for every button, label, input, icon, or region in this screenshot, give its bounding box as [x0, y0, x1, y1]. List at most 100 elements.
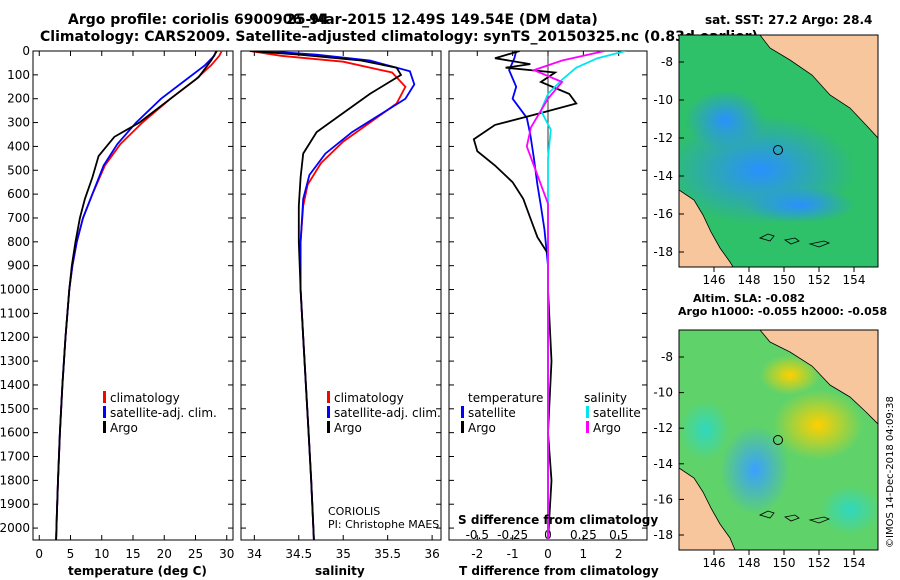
legend-swatch-argo: [327, 421, 330, 433]
difference-x-label: T difference from climatology: [459, 564, 659, 578]
temperature-legend: climatology satellite-adj. clim. Argo: [103, 391, 217, 435]
sla-map-title2: Argo h1000: -0.055 h2000: -0.058: [678, 305, 887, 318]
depth-tick-label: 600: [7, 187, 30, 201]
depth-tick-label: 200: [7, 92, 30, 106]
salinity-legend: climatology satellite-adj. clim. Argo: [327, 391, 441, 435]
sla-map-title1: Altim. SLA: -0.082: [693, 292, 805, 305]
land-australia: [679, 467, 736, 550]
salinity-x-label: salinity: [315, 564, 365, 578]
legend-label-argo: Argo: [110, 421, 138, 435]
lat-tick-label: -18: [653, 528, 673, 542]
legend-swatch-climatology: [327, 391, 330, 403]
depth-tick-label: 300: [7, 116, 30, 130]
series-line-climatology: [55, 51, 223, 540]
depth-tick-label: 400: [7, 139, 30, 153]
credit-line1: CORIOLIS: [328, 505, 380, 518]
legend-swatch-s-argo: [586, 421, 589, 433]
lon-tick-label: 152: [808, 556, 831, 570]
lon-tick-label: 148: [738, 273, 761, 287]
depth-tick-label: 1100: [0, 306, 30, 320]
lon-tick-label: 150: [773, 556, 796, 570]
lat-tick-label: -12: [653, 421, 673, 435]
legend-label-satellite: satellite-adj. clim.: [110, 406, 217, 420]
s-tick-label: 0.25: [570, 528, 597, 542]
series-line-argo: [55, 51, 218, 540]
x-tick-label: 34.5: [285, 547, 312, 561]
lat-tick-label: -10: [653, 386, 673, 400]
difference-series: [472, 51, 627, 540]
x-tick-label: 10: [94, 547, 109, 561]
lat-tick-label: -14: [653, 457, 673, 471]
depth-tick-label: 1300: [0, 354, 30, 368]
lat-tick-label: -16: [653, 207, 673, 221]
sst-map-lat-axis: -8 -10 -12 -14 -16 -18: [653, 55, 684, 259]
depth-tick-label: 1600: [0, 426, 30, 440]
legend-label-climatology: climatology: [334, 391, 404, 405]
footer-timestamp: ©IMOS 14-Dec-2018 04:09:38: [885, 396, 896, 548]
x-tick-label: 34: [247, 547, 262, 561]
legend-swatch-s-satellite: [586, 406, 589, 418]
islands: [758, 233, 831, 248]
lat-tick-label: -8: [661, 55, 673, 69]
series-line-t-satellite: [508, 51, 549, 540]
x-tick-label: 35.5: [374, 547, 401, 561]
s-tick-label: -0.25: [497, 528, 528, 542]
x-tick-label: 36: [424, 547, 439, 561]
sla-low-anomaly: [720, 425, 790, 515]
series-line-satellite-adj-clim-: [263, 51, 416, 540]
legend-label-t-satellite: satellite: [468, 406, 516, 420]
legend-swatch-satellite: [327, 406, 330, 418]
x-tick-label: 0: [544, 547, 552, 561]
legend-swatch-satellite: [103, 406, 106, 418]
x-tick-label: 25: [188, 547, 203, 561]
lon-tick-label: 154: [843, 556, 866, 570]
land-australia: [679, 189, 734, 267]
land-new-guinea: [679, 330, 878, 425]
sst-map-title: sat. SST: 27.2 Argo: 28.4: [705, 13, 872, 27]
x-tick-label: 35: [336, 547, 351, 561]
legend-head-salinity: salinity: [584, 391, 627, 405]
depth-tick-label: 1400: [0, 378, 30, 392]
sla-high-anomaly: [760, 355, 820, 395]
lon-tick-label: 146: [703, 273, 726, 287]
header-title-line1: Argo profile: coriolis 6900906_94: [68, 12, 329, 28]
sla-map-frame: [678, 329, 879, 551]
x-tick-label: 5: [67, 547, 75, 561]
legend-swatch-t-argo: [461, 421, 464, 433]
sst-map: [679, 35, 878, 267]
lat-tick-label: -12: [653, 131, 673, 145]
series-line-s-satellite: [539, 51, 627, 540]
x-tick-label: 1: [580, 547, 588, 561]
sla-map: [679, 330, 878, 550]
sst-cool-patch: [745, 187, 855, 223]
s-difference-label: S difference from climatology: [458, 513, 658, 527]
lat-tick-label: -10: [653, 93, 673, 107]
legend-swatch-t-satellite: [461, 406, 464, 418]
x-tick-label: -1: [507, 547, 519, 561]
legend-head-temperature: temperature: [468, 391, 543, 405]
sla-map-lat-axis: -8 -10 -12 -14 -16 -18: [653, 350, 684, 542]
header-title-date: 25-Mar-2015 12.49S 149.54E (DM data): [286, 12, 598, 28]
lat-tick-label: -14: [653, 169, 673, 183]
salinity-panel-frame: [240, 50, 442, 541]
legend-label-t-argo: Argo: [468, 421, 496, 435]
temperature-panel-frame: [32, 50, 234, 541]
temperature-x-label: temperature (deg C): [68, 564, 207, 578]
x-tick-label: 20: [157, 547, 172, 561]
salinity-x-axis: 34 34.5 35 35.5 36: [247, 51, 440, 561]
depth-tick-label: 1800: [0, 473, 30, 487]
x-tick-label: -2: [471, 547, 483, 561]
lon-tick-label: 150: [773, 273, 796, 287]
lon-tick-label: 148: [738, 556, 761, 570]
temperature-x-axis: 0 5 10 15 20 25 30: [35, 51, 234, 561]
series-line-s-argo: [525, 51, 605, 540]
legend-label-satellite: satellite-adj. clim.: [334, 406, 441, 420]
islands: [758, 510, 831, 524]
salinity-series: [249, 51, 416, 540]
depth-tick-label: 1500: [0, 402, 30, 416]
series-line-t-argo: [472, 51, 578, 540]
legend-swatch-argo: [103, 421, 106, 433]
depth-tick-label: 1200: [0, 330, 30, 344]
lon-tick-label: 154: [843, 273, 866, 287]
depth-tick-label: 1000: [0, 283, 30, 297]
